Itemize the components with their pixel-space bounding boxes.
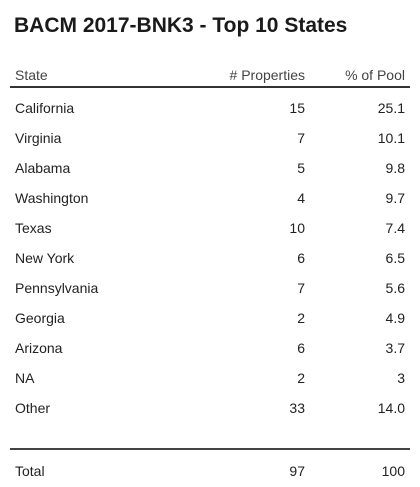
- cell-state: New York: [15, 250, 75, 266]
- cell-properties: 4: [297, 190, 305, 206]
- total-pct: 100: [381, 463, 405, 479]
- table-row: Alabama 5 9.8: [10, 156, 410, 186]
- cell-pct: 7.4: [385, 220, 405, 236]
- total-properties: 97: [289, 463, 305, 479]
- total-divider: [10, 448, 410, 450]
- table-body: California 15 25.1 Virginia 7 10.1 Alabama 5 9.8…: [10, 88, 410, 426]
- cell-pct: 6.5: [385, 250, 405, 266]
- cell-pct: 4.9: [385, 310, 405, 326]
- page-title: BACM 2017-BNK3 - Top 10 States: [14, 14, 348, 37]
- cell-properties: 2: [297, 310, 305, 326]
- cell-pct: 10.1: [377, 130, 405, 146]
- total-label: Total: [15, 463, 45, 479]
- cell-properties: 15: [289, 100, 305, 116]
- cell-state: Pennsylvania: [15, 280, 99, 296]
- cell-state: Georgia: [15, 310, 65, 326]
- header-properties: # Properties: [229, 67, 305, 83]
- cell-pct: 5.6: [385, 280, 405, 296]
- table-row: New York 6 6.5: [10, 246, 410, 276]
- table-row: Arizona 6 3.7: [10, 336, 410, 366]
- table-row: Washington 4 9.7: [10, 186, 410, 216]
- table-row: Pennsylvania 7 5.6: [10, 276, 410, 306]
- cell-state: Texas: [15, 220, 52, 236]
- cell-pct: 9.7: [385, 190, 405, 206]
- cell-pct: 25.1: [377, 100, 405, 116]
- table-row: Virginia 7 10.1: [10, 126, 410, 156]
- cell-properties: 6: [297, 340, 305, 356]
- cell-state: Virginia: [15, 130, 62, 146]
- header-pct-of-pool: % of Pool: [345, 67, 405, 83]
- table-row: Texas 10 7.4: [10, 216, 410, 246]
- cell-state: Alabama: [15, 160, 71, 176]
- cell-state: California: [15, 100, 75, 116]
- cell-state: Arizona: [15, 340, 63, 356]
- cell-pct: 3: [397, 370, 405, 386]
- table-row: Georgia 2 4.9: [10, 306, 410, 336]
- cell-pct: 14.0: [377, 400, 405, 416]
- states-table: State # Properties % of Pool California 1…: [10, 64, 410, 486]
- cell-state: Washington: [15, 190, 89, 206]
- cell-properties: 33: [289, 400, 305, 416]
- header-state: State: [15, 67, 48, 83]
- cell-properties: 5: [297, 160, 305, 176]
- cell-pct: 9.8: [385, 160, 405, 176]
- total-row: Total 97 100: [10, 456, 410, 486]
- cell-state: NA: [15, 370, 35, 386]
- cell-state: Other: [15, 400, 51, 416]
- cell-properties: 6: [297, 250, 305, 266]
- cell-properties: 10: [289, 220, 305, 236]
- cell-properties: 7: [297, 130, 305, 146]
- cell-properties: 2: [297, 370, 305, 386]
- cell-properties: 7: [297, 280, 305, 296]
- table-header: State # Properties % of Pool: [10, 64, 410, 88]
- cell-pct: 3.7: [385, 340, 405, 356]
- table-row: Other 33 14.0: [10, 396, 410, 426]
- table-row: NA 2 3: [10, 366, 410, 396]
- table-row: California 15 25.1: [10, 96, 410, 126]
